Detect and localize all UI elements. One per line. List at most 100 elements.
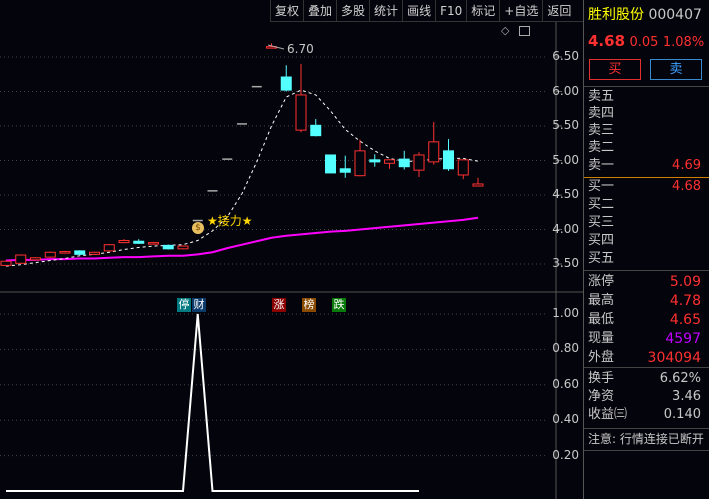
finance-value: 0.140 <box>663 407 701 422</box>
toolbar-button-5[interactable]: F10 <box>435 0 466 22</box>
toolbar-button-0[interactable]: 复权 <box>270 0 303 22</box>
quote-value: 5.09 <box>669 274 701 290</box>
toolbar-button-8[interactable]: 返回 <box>542 0 575 22</box>
quote-label: 现量 <box>588 331 615 346</box>
price-tick-label: 3.50 <box>552 256 579 270</box>
candle-body <box>44 251 56 258</box>
bid-row: 买五 <box>588 250 709 268</box>
candle-body <box>15 254 27 264</box>
event-badge[interactable]: 涨 <box>272 298 286 312</box>
candle-body <box>30 257 41 261</box>
finance-row: 净资 3.46 <box>588 388 709 406</box>
relay-annotation: ★接力★ <box>207 214 253 228</box>
candle-body <box>148 242 159 245</box>
candle-body <box>369 159 381 163</box>
quote-value: 4.78 <box>669 293 701 309</box>
event-badge[interactable]: 停 <box>177 298 191 312</box>
quote-label: 最低 <box>588 312 615 327</box>
diamond-icon[interactable]: ◇ <box>501 24 510 37</box>
candle-body <box>413 154 425 171</box>
panel-toggle-icon[interactable] <box>519 26 530 36</box>
toolbar-button-3[interactable]: 统计 <box>369 0 402 22</box>
event-badge[interactable]: 榜 <box>302 298 316 312</box>
ma-short-line <box>5 89 479 267</box>
sell-button[interactable]: 卖 <box>650 59 702 80</box>
ask-price: 4.69 <box>672 158 701 173</box>
bid-row: 买一 4.68 <box>588 178 709 196</box>
bid-label: 买一 <box>588 179 615 194</box>
toolbar-button-2[interactable]: 多股 <box>336 0 369 22</box>
candle-body <box>103 244 115 252</box>
price-tick-label: 5.50 <box>552 118 579 132</box>
connection-notice: 注意: 行情连接已断开 <box>588 432 704 446</box>
indicator-tick-label: 0.60 <box>552 376 579 391</box>
bid-row: 买三 <box>588 214 709 232</box>
candle-body <box>295 94 307 131</box>
price-tick-label: 6.50 <box>552 49 579 63</box>
indicator-tick-label: 1.00 <box>552 306 579 320</box>
finance-value: 6.62% <box>659 371 701 386</box>
event-badge[interactable]: 跌 <box>332 298 346 312</box>
money-bag-icon: $ <box>192 222 204 234</box>
ask-row: 卖五 <box>588 88 709 106</box>
price-tick-label: 5.00 <box>552 152 579 167</box>
buy-button[interactable]: 买 <box>589 59 641 80</box>
quote-label: 外盘 <box>588 350 615 365</box>
candle-body <box>339 168 351 173</box>
toolbar-button-1[interactable]: 叠加 <box>303 0 336 22</box>
toolbar-button-4[interactable]: 画线 <box>402 0 435 22</box>
sell-label: 卖 <box>669 62 683 77</box>
quote-panel: 胜利股份 000407 4.68 0.05 1.08% 买 卖 卖五 卖四 卖三 卖二… <box>583 0 709 499</box>
bid-label: 买二 <box>588 197 615 212</box>
bid-row: 买二 <box>588 196 709 214</box>
bid-label: 买五 <box>588 251 615 266</box>
quote-label: 最高 <box>588 293 615 308</box>
last-price: 4.68 <box>588 32 626 50</box>
candle-body <box>280 76 292 91</box>
candle-body <box>0 260 12 266</box>
candle-body <box>443 150 454 170</box>
price-tick-label: 4.50 <box>552 187 579 201</box>
finance-value: 3.46 <box>672 389 701 404</box>
stock-code: 000407 <box>648 7 702 23</box>
indicator-line <box>6 313 419 492</box>
ask-row: 卖二 <box>588 139 709 157</box>
candle-body <box>354 150 366 177</box>
finance-row: 收益㈢ 0.140 <box>588 406 709 424</box>
price-tick-label: 6.00 <box>552 83 579 98</box>
finance-row: 换手 6.62% <box>588 370 709 388</box>
indicator-tick-label: 0.40 <box>552 412 579 427</box>
quote-row: 外盘 304094 <box>588 349 709 367</box>
candle-body <box>325 154 336 174</box>
quote-label: 涨停 <box>588 274 615 289</box>
toolbar: 复权 叠加 多股 统计 画线 F10 标记 +自选 返回 <box>270 0 583 22</box>
ask-row: 卖三 <box>588 122 709 140</box>
indicator-tick-label: 0.80 <box>552 341 579 356</box>
price-change: 0.05 <box>629 35 659 50</box>
candle-body <box>384 159 395 164</box>
candle-body <box>59 251 71 254</box>
price-change-pct: 1.08% <box>662 35 705 50</box>
bid-label: 买三 <box>588 215 615 230</box>
ask-row: 卖四 <box>588 105 709 123</box>
finance-label: 收益㈢ <box>588 407 628 422</box>
candle-body <box>398 158 410 168</box>
candle-body <box>118 240 130 244</box>
ma-long-line <box>5 216 479 262</box>
bid-label: 买四 <box>588 233 615 248</box>
toolbar-button-6[interactable]: 标记 <box>466 0 499 22</box>
candle-body <box>177 245 189 250</box>
candle-body <box>310 124 322 137</box>
candle-body <box>133 240 145 244</box>
max-price-marker: 6.70 <box>287 42 314 56</box>
chart-canvas <box>0 22 583 499</box>
ask-row: 卖一 4.69 <box>588 157 709 175</box>
bid-row: 买四 <box>588 232 709 250</box>
stock-name: 胜利股份 <box>588 7 644 23</box>
finance-label: 换手 <box>588 371 615 386</box>
event-badge[interactable]: 财 <box>192 298 206 312</box>
max-marker-line <box>267 44 285 50</box>
kline-chart[interactable]: ◇ 6.70 $ ★接力★ 停财 涨 榜 跌 6.50 6.00 5.50 5.00 4.50… <box>0 22 583 499</box>
toolbar-button-7[interactable]: +自选 <box>499 0 542 22</box>
ask-label: 卖三 <box>588 123 615 138</box>
